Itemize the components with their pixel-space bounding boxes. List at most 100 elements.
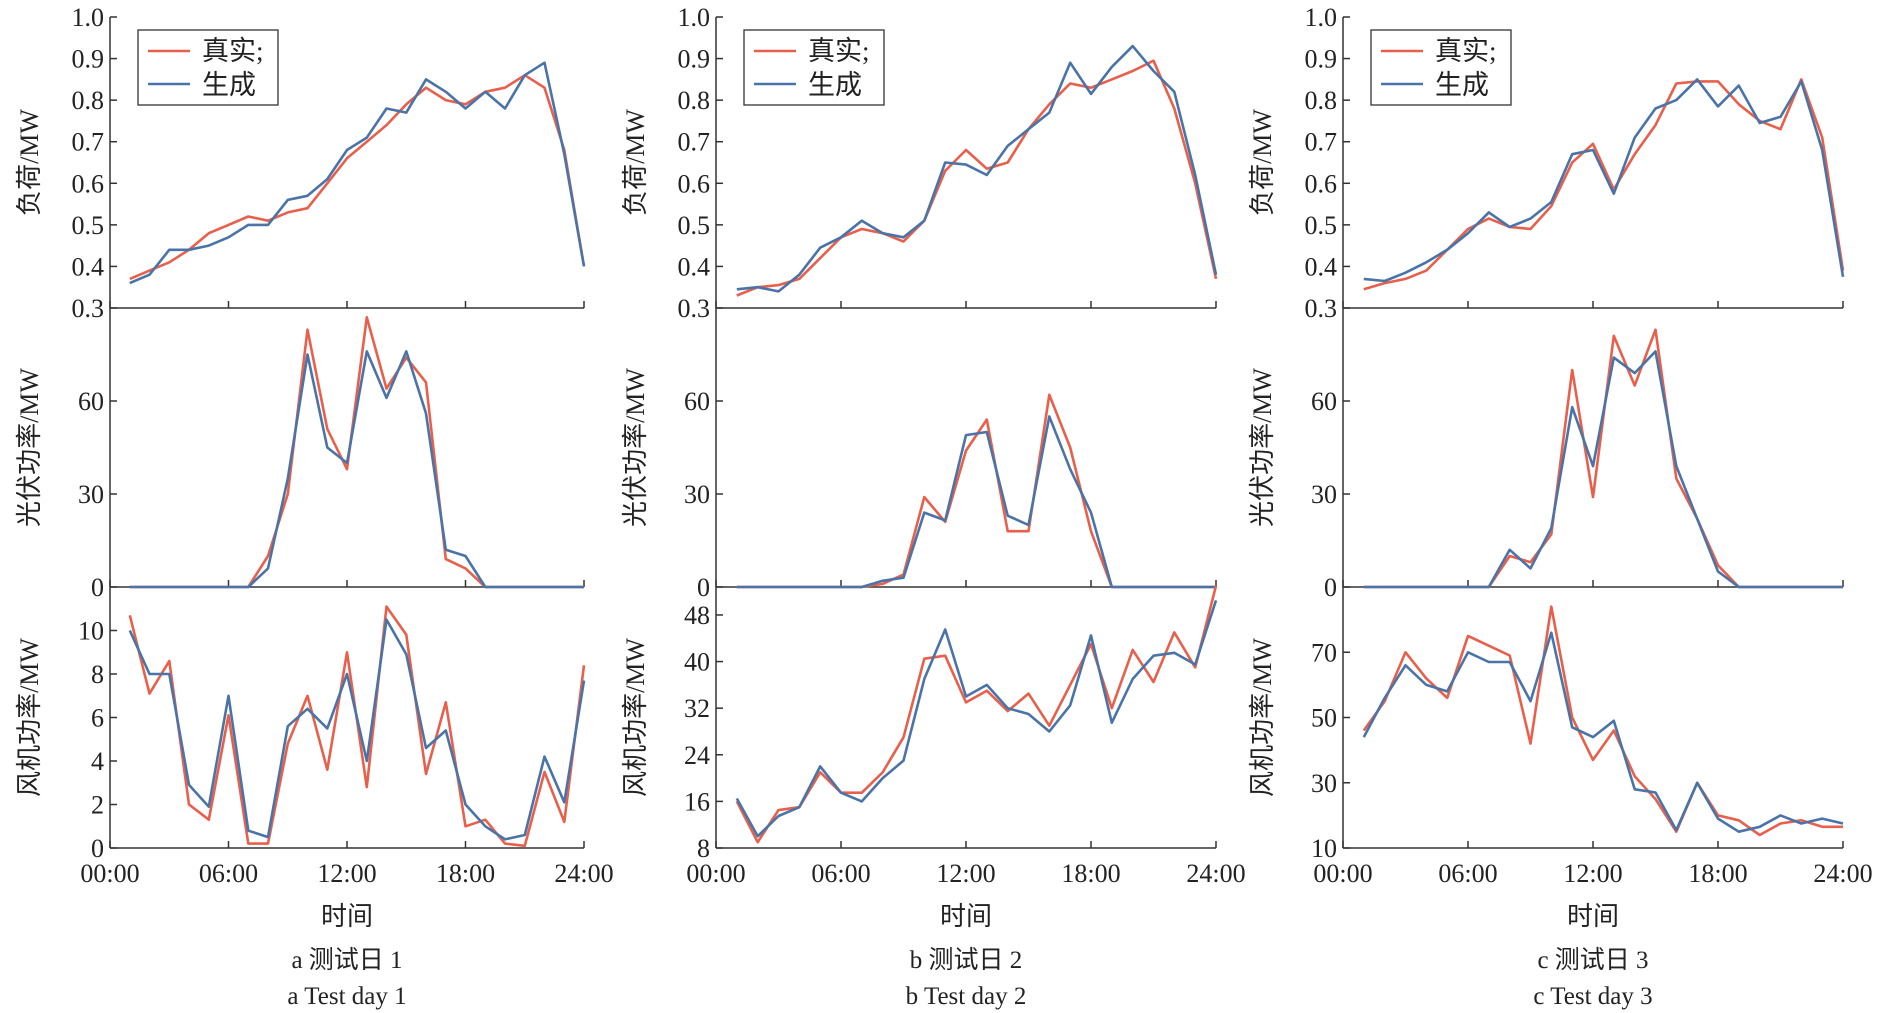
- y-tick-label: 6: [91, 704, 104, 733]
- series-real: [128, 605, 586, 848]
- y-tick-label: 50: [1311, 704, 1337, 733]
- y-tick-label: 1.0: [72, 3, 105, 32]
- y-axis-label: 风机功率/MW: [15, 638, 44, 797]
- legend: 真实; 生成: [137, 29, 279, 106]
- y-tick-label: 0.9: [678, 45, 711, 74]
- series-real: [736, 59, 1218, 297]
- y-axis-label: 风机功率/MW: [1248, 638, 1277, 797]
- y-tick-label: 0.6: [678, 169, 711, 198]
- wind-panel: 8 16 24 32 40 48 风机功率/MW: [621, 585, 1218, 863]
- y-axis-label: 光伏功率/MW: [621, 368, 650, 527]
- legend-box: [1370, 29, 1512, 106]
- x-axis-label: 时间: [321, 902, 373, 931]
- y-tick-label: 60: [684, 387, 710, 416]
- pv-panel: 0 30 60 光伏功率/MW: [15, 308, 585, 602]
- x-tick-label: 18:00: [1688, 859, 1747, 888]
- legend-box: [137, 29, 279, 106]
- y-tick-label: 1.0: [1305, 3, 1338, 32]
- legend-real-label: 真实;: [808, 36, 870, 66]
- caption-cn: b 测试日 2: [910, 946, 1023, 974]
- series-generated: [735, 599, 1218, 838]
- chart-1: 0.30.40.50.60.70.80.91.0负荷/MW真实;生成03060光…: [15, 3, 614, 1010]
- x-tick-label: 00:00: [1313, 859, 1372, 888]
- y-tick-label: 0.6: [1305, 169, 1338, 198]
- series-generated: [129, 61, 586, 285]
- legend-generated-label: 生成: [1435, 70, 1489, 100]
- y-tick-label: 0.9: [1305, 45, 1338, 74]
- legend-real-label: 真实;: [1435, 36, 1497, 66]
- load-panel: 0.3 0.4 0.5 0.6 0.7 0.8 0.9 1.0 负荷/MW 真实; 生成: [1248, 3, 1845, 323]
- y-tick-label: 70: [1311, 638, 1337, 667]
- y-tick-label: 30: [1311, 480, 1337, 509]
- y-tick-label: 24: [684, 741, 710, 770]
- y-tick-label: 0.3: [678, 294, 711, 323]
- y-tick-label: 1.0: [678, 3, 711, 32]
- y-tick-label: 0.7: [72, 128, 105, 157]
- legend-box: [743, 29, 885, 106]
- caption-en: b Test day 2: [906, 983, 1027, 1010]
- legend: 真实; 生成: [743, 29, 885, 106]
- y-tick-label: 60: [1311, 387, 1337, 416]
- series-real: [129, 73, 586, 281]
- y-tick-label: 0.8: [1305, 86, 1338, 115]
- x-tick-label: 00:00: [80, 859, 139, 888]
- y-tick-label: 8: [91, 660, 104, 689]
- y-tick-label: 0.3: [72, 294, 105, 323]
- y-axis-label: 负荷/MW: [1248, 109, 1277, 216]
- y-tick-label: 0.9: [72, 45, 105, 74]
- legend-real-label: 真实;: [202, 36, 264, 66]
- y-tick-label: 30: [78, 480, 104, 509]
- caption-cn: a 测试日 1: [291, 946, 402, 974]
- legend-generated-label: 生成: [202, 70, 256, 100]
- y-tick-label: 30: [684, 480, 710, 509]
- y-tick-label: 2: [91, 791, 104, 820]
- y-tick-label: 0.7: [1305, 128, 1338, 157]
- y-tick-label: 0.4: [678, 252, 711, 281]
- series-real: [1363, 328, 1843, 589]
- series-real: [736, 393, 1216, 589]
- y-tick-label: 0.4: [1305, 252, 1338, 281]
- y-tick-label: 0.7: [678, 128, 711, 157]
- caption-en: a Test day 1: [287, 983, 406, 1010]
- y-tick-label: 8: [697, 834, 710, 863]
- y-tick-label: 0.4: [72, 252, 105, 281]
- x-tick-label: 06:00: [1438, 859, 1497, 888]
- y-tick-label: 0.8: [72, 86, 105, 115]
- x-tick-label: 12:00: [1563, 859, 1622, 888]
- y-tick-label: 10: [1311, 834, 1337, 863]
- load-panel: 0.3 0.4 0.5 0.6 0.7 0.8 0.9 1.0 负荷/MW 真实; 生成: [15, 3, 586, 323]
- series-generated: [1363, 350, 1843, 589]
- chart-3: 0.3 0.4 0.5 0.6 0.7 0.8 0.9 1.0 负荷/MW 真实; 生成 0 30 60 光…: [1248, 3, 1873, 1010]
- caption-en: c Test day 3: [1533, 983, 1652, 1010]
- y-tick-label: 0.3: [1305, 294, 1338, 323]
- x-tick-label: 24:00: [1813, 859, 1872, 888]
- pv-panel: 0 30 60 光伏功率/MW: [621, 308, 1217, 602]
- y-tick-label: 0: [91, 573, 104, 602]
- y-axis-label: 光伏功率/MW: [1248, 368, 1277, 527]
- pv-panel: 0 30 60 光伏功率/MW: [1248, 308, 1844, 602]
- legend: 真实; 生成: [1370, 29, 1512, 106]
- y-tick-label: 0.5: [72, 211, 105, 240]
- series-real: [735, 585, 1218, 844]
- series-generated: [1362, 631, 1844, 834]
- series-generated: [129, 350, 584, 589]
- x-tick-label: 06:00: [811, 859, 870, 888]
- wind-panel: 10 30 50 70 风机功率/MW: [1248, 587, 1844, 863]
- y-tick-label: 32: [684, 694, 710, 723]
- x-axis-label: 时间: [940, 902, 992, 931]
- series-generated: [1363, 78, 1845, 283]
- series-generated: [736, 44, 1218, 293]
- y-axis-label: 负荷/MW: [15, 109, 44, 216]
- chart-2: 0.3 0.4 0.5 0.6 0.7 0.8 0.9 1.0 负荷/MW 真实; 生成 0 30 60 光…: [621, 3, 1246, 1010]
- y-tick-label: 60: [78, 387, 104, 416]
- load-panel: 0.3 0.4 0.5 0.6 0.7 0.8 0.9 1.0 负荷/MW 真实; 生成: [621, 3, 1218, 323]
- y-tick-label: 0.8: [678, 86, 711, 115]
- caption-cn: c 测试日 3: [1537, 946, 1648, 974]
- x-tick-label: 18:00: [1061, 859, 1120, 888]
- y-axis-label: 光伏功率/MW: [15, 368, 44, 527]
- series-real: [129, 315, 584, 589]
- x-tick-label: 24:00: [1186, 859, 1245, 888]
- y-tick-label: 0: [1324, 573, 1337, 602]
- x-tick-label: 06:00: [199, 859, 258, 888]
- series-generated: [128, 618, 586, 841]
